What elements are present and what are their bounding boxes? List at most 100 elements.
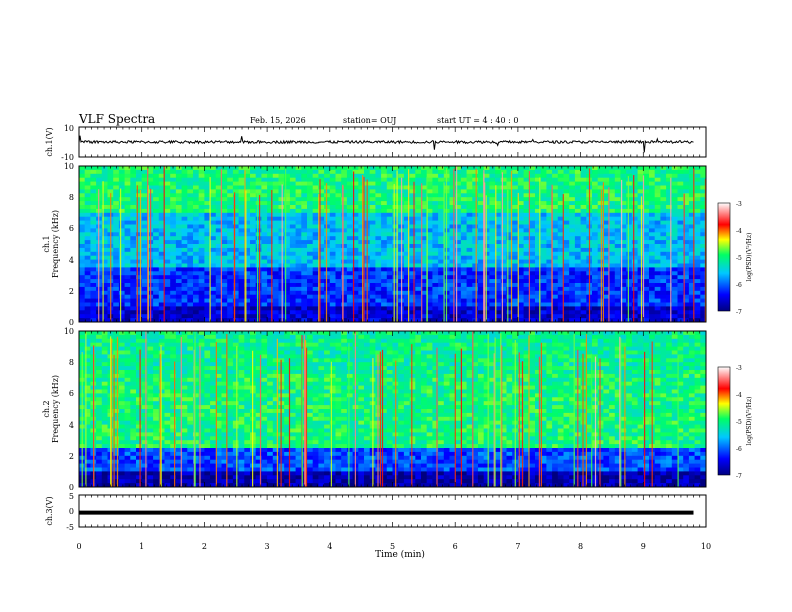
spec1-cell (187, 290, 194, 296)
spec1-cell (506, 267, 513, 272)
spec1-cell (181, 263, 188, 268)
spec1-cell (438, 208, 445, 214)
spec1-cell (409, 271, 416, 276)
spec1-cell (592, 240, 599, 245)
spec1-cell (421, 244, 428, 249)
spec1-cell (529, 275, 536, 280)
spec1-cell (153, 310, 160, 315)
spec1-cell (170, 212, 177, 218)
spec1-cell (415, 294, 422, 299)
spec1-cell (210, 310, 217, 315)
spec1-cell (187, 255, 194, 260)
spec1-cell (643, 197, 650, 202)
spec1-cell (84, 205, 91, 210)
spec1-cell (500, 302, 507, 307)
spec1-cell (421, 232, 428, 237)
spec1-cell (563, 201, 570, 206)
spec1-cell (289, 286, 296, 292)
spec1-cell (603, 314, 610, 319)
spec1-cell (364, 173, 371, 179)
spec1-cell (614, 255, 621, 260)
spec1-cell (609, 208, 616, 214)
spec1-cell (175, 318, 182, 323)
spec1-cell (529, 306, 536, 311)
spec1-cell (552, 247, 559, 253)
spec1-cell (318, 271, 325, 276)
spec1-cell (495, 267, 502, 272)
spec1-cell (107, 169, 114, 175)
spec1-cell (643, 244, 650, 249)
spec1-cell (369, 310, 376, 315)
spec1-cell (204, 228, 211, 233)
spec1-cell (392, 306, 399, 311)
spec1-cell (512, 208, 519, 214)
spec1-cell (392, 169, 399, 175)
spec1-cell (295, 302, 302, 307)
spec1-cell (489, 314, 496, 319)
spec1-cell (215, 201, 222, 206)
spec1-cell (250, 286, 257, 292)
spec1-cell (113, 224, 120, 229)
spec1-cell (90, 294, 97, 299)
spec1-cell (244, 314, 251, 319)
spec1-cell (683, 318, 690, 323)
spec1-cell (609, 247, 616, 253)
spec1-cell (529, 271, 536, 276)
spec1-cell (523, 212, 530, 218)
spec1-cell (170, 290, 177, 296)
spec1-cell (153, 290, 160, 296)
spec1-cell (227, 263, 234, 268)
spec1-cell (153, 197, 160, 202)
spec1-cell (90, 205, 97, 210)
spec1-cell (421, 263, 428, 268)
spec1-cell (113, 271, 120, 276)
spec1-cell (694, 279, 701, 284)
spec1-cell (341, 240, 348, 245)
spec1-cell (158, 310, 165, 315)
spec1-cell (124, 275, 131, 280)
spec1-cell (335, 224, 342, 229)
spec1-cell (517, 267, 524, 272)
spec1-cell (557, 166, 564, 171)
spec1-cell (603, 181, 610, 186)
ch1-spectrogram-ylabel-channel: ch.1 (42, 235, 51, 252)
spec1-cell (472, 259, 479, 264)
spec1-cell (495, 166, 502, 171)
spec1-cell (301, 216, 308, 221)
spec1-cell (381, 201, 388, 206)
spec1-cell (466, 314, 473, 319)
spec1-cell (500, 247, 507, 253)
spec1-cell (255, 310, 262, 315)
spec1-cell (557, 232, 564, 237)
spec1-cell (341, 267, 348, 272)
spec1-cell (193, 247, 200, 253)
spec1-cell (118, 166, 125, 171)
spec1-cell (341, 255, 348, 260)
spec1-cell (540, 294, 547, 299)
spec1-cell (614, 267, 621, 272)
spec1-cell (312, 251, 319, 257)
spec1-cell (289, 294, 296, 299)
spec1-cell (563, 173, 570, 179)
spec1-cell (267, 298, 274, 303)
spec1-cell (329, 236, 336, 241)
spec1-cell (540, 201, 547, 206)
spec1-cell (540, 173, 547, 179)
spec1-cell (255, 216, 262, 221)
spec1-cell (671, 275, 678, 280)
spec1-cell (649, 286, 656, 292)
spec1-cell (307, 224, 314, 229)
spec1-cell (455, 259, 462, 264)
spec1-cell (272, 220, 279, 225)
spec1-cell (170, 197, 177, 202)
spec1-cell (660, 271, 667, 276)
spec1-cell (358, 279, 365, 284)
spec1-cell (512, 279, 519, 284)
spec1-cell (700, 263, 707, 268)
spec1-cell (626, 244, 633, 249)
spec1-cell (335, 271, 342, 276)
spec1-cell (124, 189, 131, 194)
ch2-spectrogram-image (79, 331, 707, 488)
spec1-cell (79, 240, 86, 245)
spec1-cell (193, 275, 200, 280)
